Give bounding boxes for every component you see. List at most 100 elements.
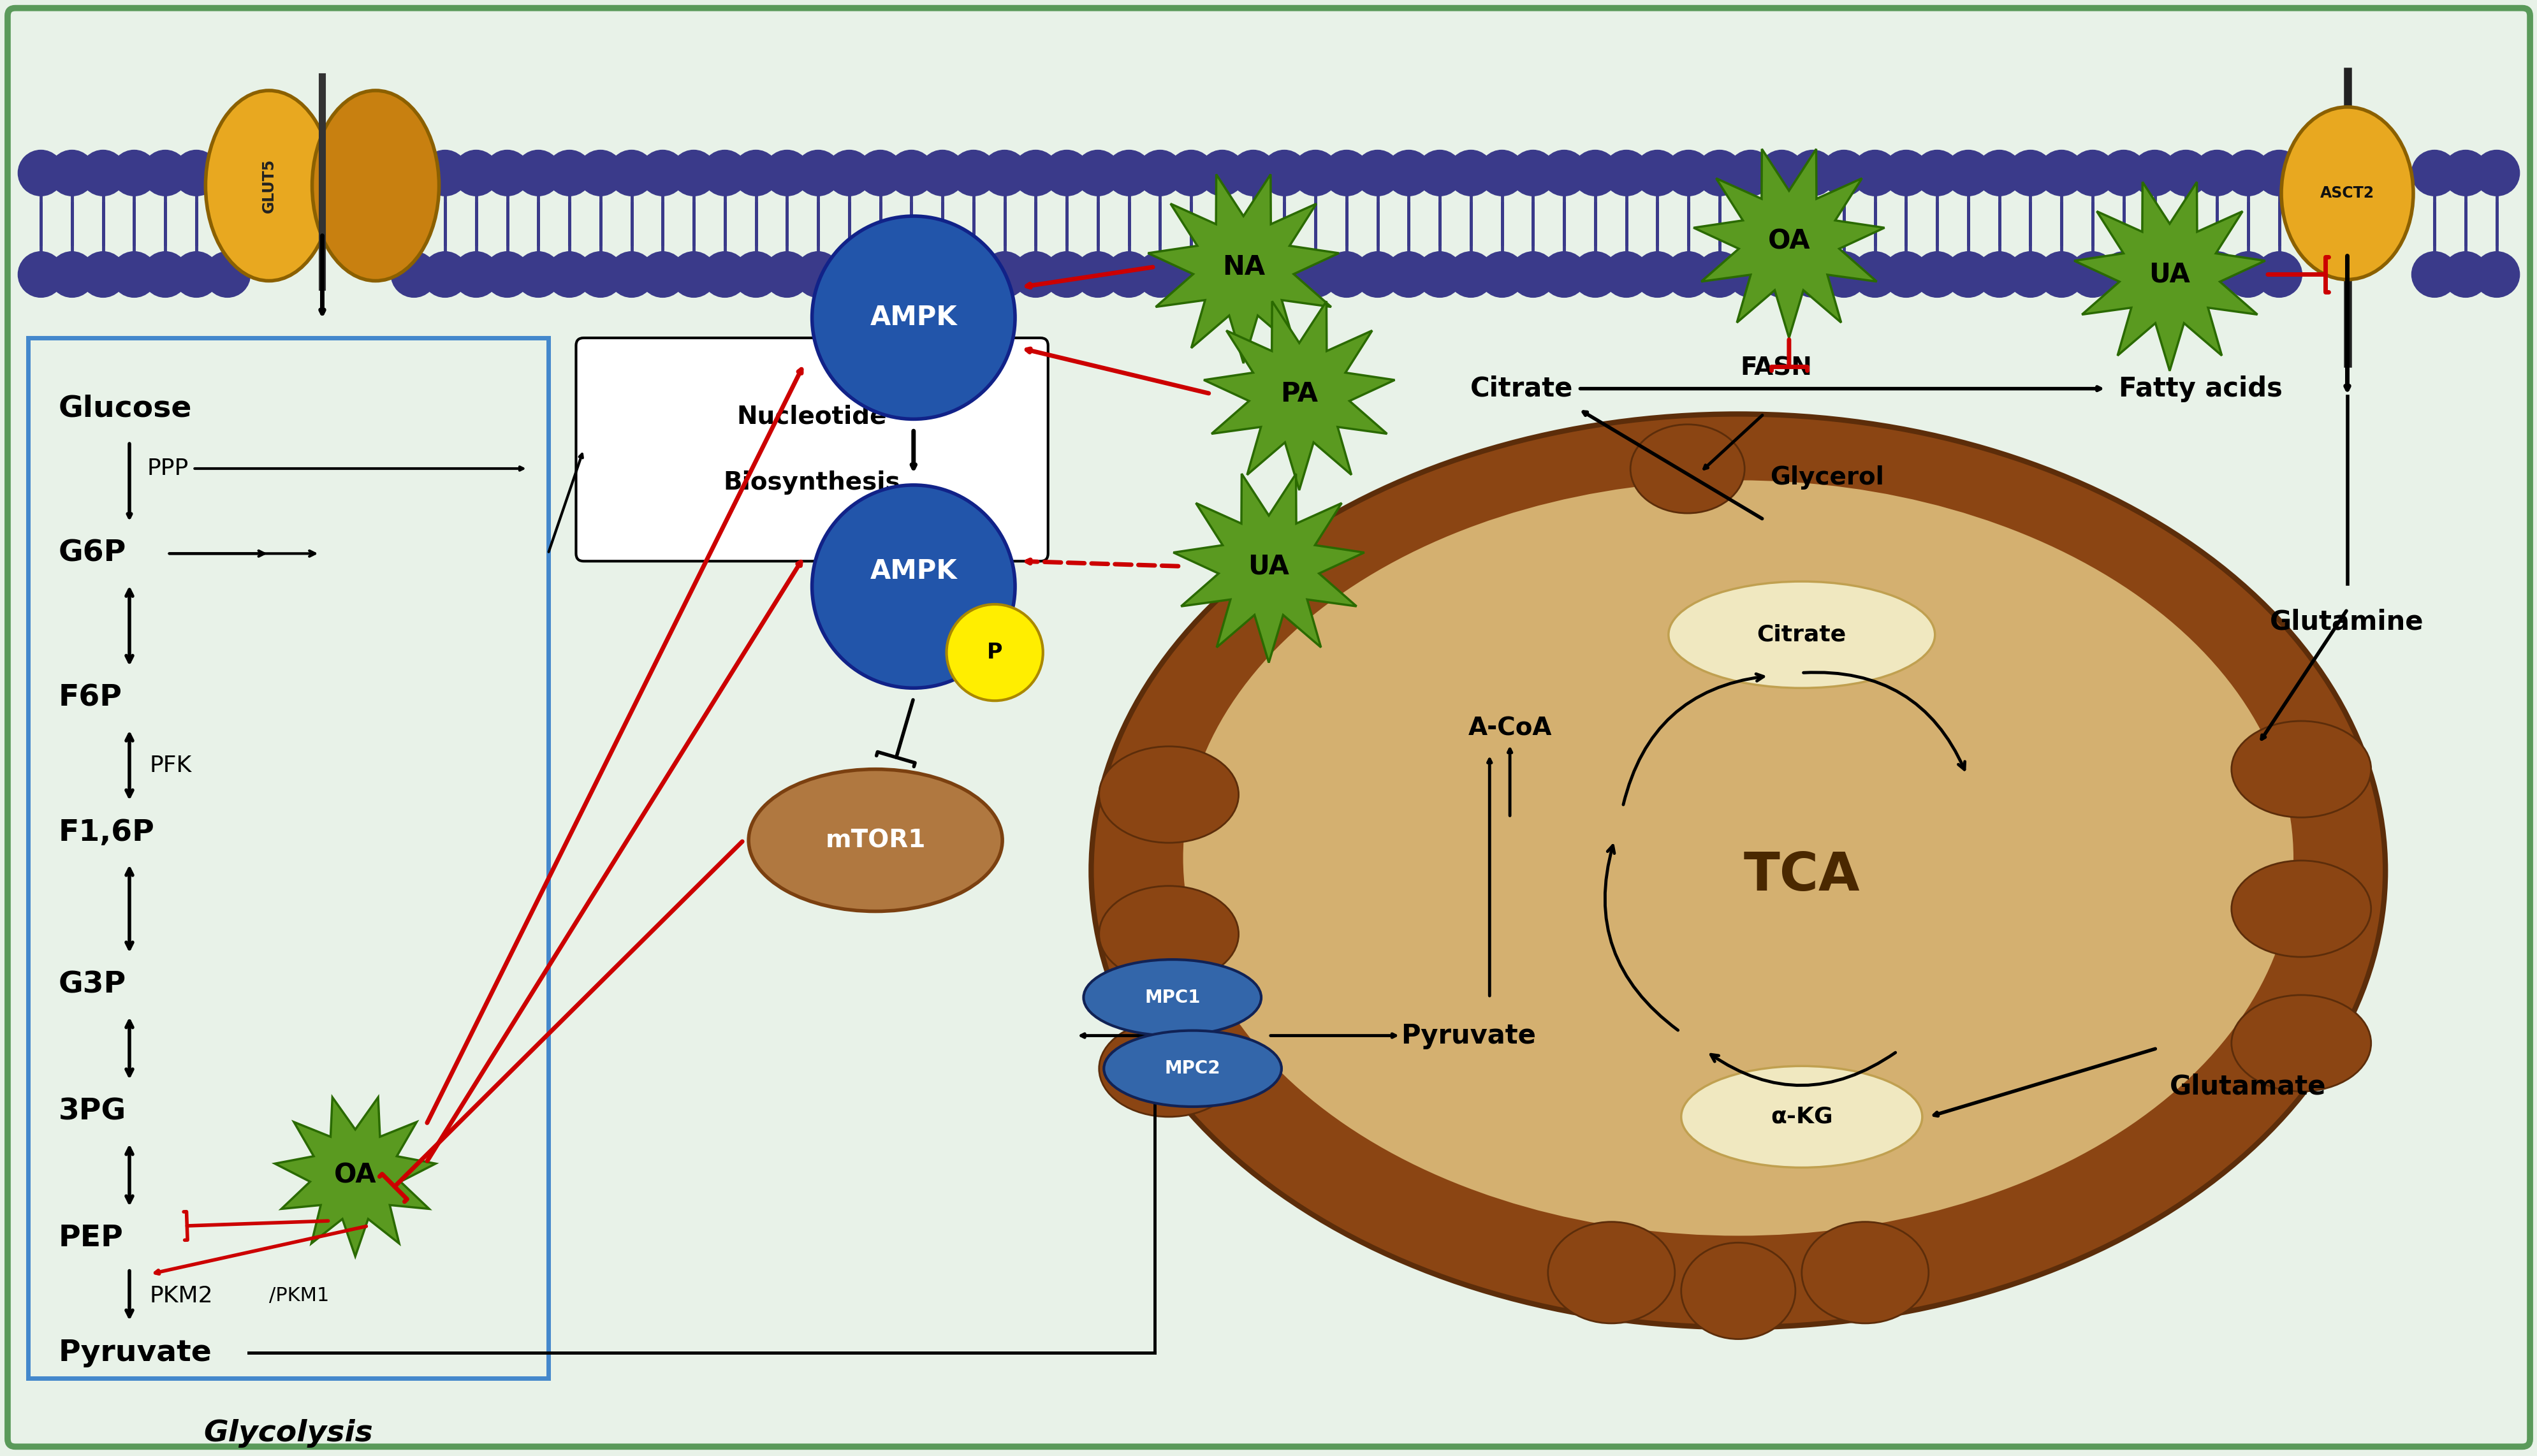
Circle shape <box>1697 252 1743 297</box>
Text: OA: OA <box>335 1162 375 1188</box>
Text: G3P: G3P <box>58 971 127 999</box>
Circle shape <box>205 252 251 297</box>
Circle shape <box>142 252 188 297</box>
Circle shape <box>670 252 715 297</box>
Polygon shape <box>1147 175 1340 363</box>
Polygon shape <box>1172 473 1365 662</box>
Circle shape <box>1167 252 1213 297</box>
Circle shape <box>545 252 591 297</box>
Circle shape <box>1416 150 1461 195</box>
Circle shape <box>421 252 467 297</box>
Circle shape <box>1540 150 1586 195</box>
Circle shape <box>545 150 591 195</box>
Circle shape <box>485 252 530 297</box>
Circle shape <box>81 252 127 297</box>
Circle shape <box>1076 150 1121 195</box>
Circle shape <box>1573 150 1619 195</box>
Text: PEP: PEP <box>58 1224 124 1254</box>
Circle shape <box>1167 150 1213 195</box>
Text: UA: UA <box>2149 261 2189 288</box>
Circle shape <box>1324 150 1370 195</box>
Text: /PKM1: /PKM1 <box>269 1287 330 1305</box>
Circle shape <box>1634 252 1679 297</box>
Circle shape <box>1882 150 1928 195</box>
Text: PKM2: PKM2 <box>150 1284 213 1306</box>
Circle shape <box>858 150 903 195</box>
Circle shape <box>2131 150 2177 195</box>
Circle shape <box>2195 150 2240 195</box>
Circle shape <box>1416 252 1461 297</box>
Circle shape <box>2162 252 2207 297</box>
Circle shape <box>454 150 500 195</box>
Circle shape <box>1291 252 1337 297</box>
Ellipse shape <box>2230 721 2370 817</box>
Circle shape <box>812 215 1015 419</box>
Circle shape <box>1852 150 1898 195</box>
Ellipse shape <box>1099 885 1238 983</box>
Circle shape <box>1106 252 1152 297</box>
Text: Glutamine: Glutamine <box>2268 609 2423 635</box>
Circle shape <box>1976 150 2022 195</box>
Circle shape <box>1510 150 1555 195</box>
Text: Pyruvate: Pyruvate <box>1400 1022 1535 1048</box>
Text: mTOR1: mTOR1 <box>825 828 926 852</box>
Circle shape <box>794 150 840 195</box>
Circle shape <box>1728 252 1773 297</box>
Circle shape <box>2255 252 2301 297</box>
Circle shape <box>1043 150 1088 195</box>
Circle shape <box>1106 150 1152 195</box>
Circle shape <box>639 252 685 297</box>
Ellipse shape <box>1679 1242 1796 1340</box>
Circle shape <box>1012 150 1058 195</box>
Circle shape <box>888 150 934 195</box>
Circle shape <box>1385 252 1431 297</box>
Text: Biosynthesis: Biosynthesis <box>723 470 901 495</box>
Circle shape <box>2007 252 2052 297</box>
Circle shape <box>18 150 63 195</box>
Circle shape <box>2443 252 2489 297</box>
Text: AMPK: AMPK <box>870 558 956 585</box>
Text: PFK: PFK <box>150 754 193 776</box>
Circle shape <box>2162 150 2207 195</box>
Circle shape <box>485 150 530 195</box>
Circle shape <box>2474 252 2519 297</box>
Circle shape <box>609 252 655 297</box>
Circle shape <box>1137 150 1182 195</box>
Circle shape <box>1324 252 1370 297</box>
Circle shape <box>764 252 809 297</box>
Circle shape <box>703 150 748 195</box>
Circle shape <box>1946 252 1992 297</box>
Circle shape <box>1664 252 1710 297</box>
Ellipse shape <box>1099 1021 1238 1117</box>
Circle shape <box>421 150 467 195</box>
FancyBboxPatch shape <box>8 9 2529 1447</box>
Circle shape <box>1540 252 1586 297</box>
Circle shape <box>2225 252 2271 297</box>
Ellipse shape <box>1629 424 1745 513</box>
Circle shape <box>1479 252 1525 297</box>
Text: 3PG: 3PG <box>58 1098 127 1125</box>
Circle shape <box>1882 252 1928 297</box>
Circle shape <box>858 252 903 297</box>
Circle shape <box>1200 150 1246 195</box>
Circle shape <box>1603 150 1649 195</box>
Polygon shape <box>1692 149 1885 338</box>
Circle shape <box>1697 150 1743 195</box>
Circle shape <box>1789 150 1834 195</box>
Circle shape <box>578 150 624 195</box>
Circle shape <box>1822 252 1867 297</box>
Circle shape <box>578 252 624 297</box>
Circle shape <box>1137 252 1182 297</box>
Circle shape <box>1913 252 1959 297</box>
Text: UA: UA <box>1248 553 1289 579</box>
Circle shape <box>2070 150 2116 195</box>
Polygon shape <box>2073 182 2266 371</box>
Circle shape <box>515 252 561 297</box>
Text: F6P: F6P <box>58 684 122 712</box>
Circle shape <box>1261 252 1307 297</box>
Text: A-CoA: A-CoA <box>1466 716 1553 741</box>
Circle shape <box>1852 252 1898 297</box>
Text: OA: OA <box>1768 229 1809 255</box>
Circle shape <box>951 150 997 195</box>
Text: Fatty acids: Fatty acids <box>2118 376 2283 402</box>
